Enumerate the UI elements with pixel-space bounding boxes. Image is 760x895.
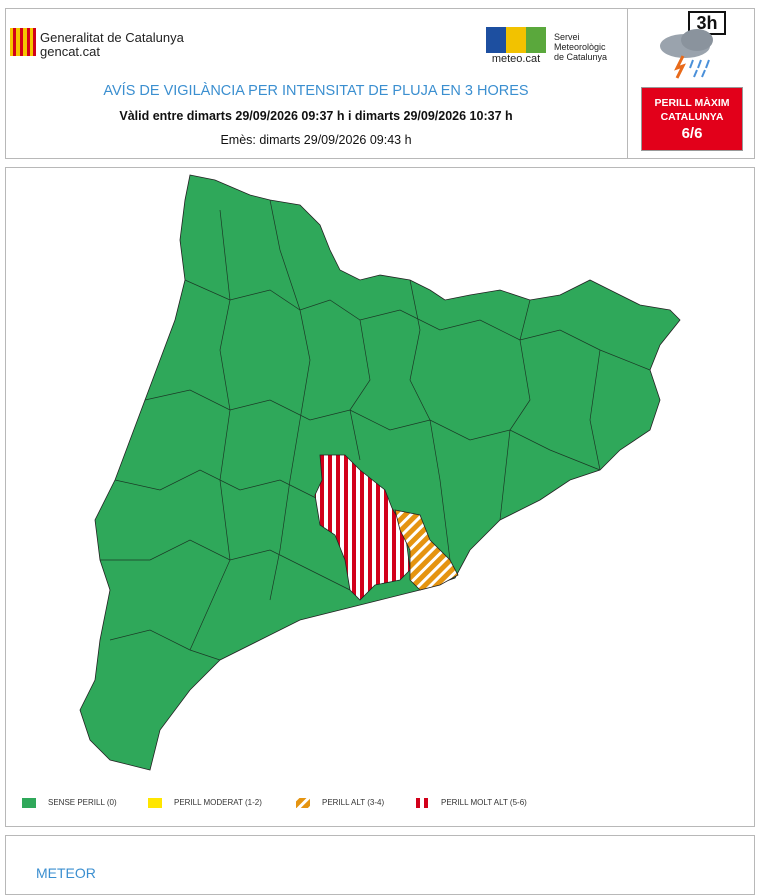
bulletin-title: AVÍS DE VIGILÀNCIA PER INTENSITAT DE PLU… (103, 83, 529, 99)
meteo-logo: meteo.cat (486, 27, 546, 65)
danger-line: CATALUNYA (660, 111, 724, 123)
legend-label: PERILL MODERAT (1-2) (174, 798, 262, 807)
legend-label: PERILL ALT (3-4) (322, 798, 384, 807)
county-borders (100, 199, 651, 661)
legend-swatch (296, 798, 310, 808)
service-line: Servei (554, 32, 580, 42)
danger-line: PERILL MÀXIM (654, 97, 730, 109)
rain-icon: 3h (660, 11, 726, 79)
org-site: gencat.cat (40, 44, 100, 59)
region-green (79, 174, 681, 771)
service-line: Meteorològic (554, 42, 606, 52)
gencat-logo (10, 28, 36, 56)
validity: Vàlid entre dimarts 29/09/2026 09:37 h i… (119, 109, 513, 123)
region-very-high (314, 454, 411, 601)
meteo-logo-text: meteo.cat (492, 53, 540, 65)
region-high (394, 509, 459, 591)
legend-label: PERILL MOLT ALT (5-6) (441, 798, 527, 807)
legend-label: SENSE PERILL (0) (48, 798, 117, 807)
legend-swatch (148, 798, 162, 808)
danger-level: 6/6 (681, 125, 703, 142)
map-box (5, 167, 755, 827)
legend: SENSE PERILL (0) PERILL MODERAT (1-2) PE… (22, 798, 527, 808)
service-line: de Catalunya (554, 52, 608, 62)
legend-swatch (22, 798, 36, 808)
issued: Emès: dimarts 29/09/2026 09:43 h (220, 133, 412, 147)
section-title: METEOR (36, 865, 96, 881)
map: SENSE PERILL (0) PERILL MODERAT (1-2) PE… (22, 174, 681, 808)
icon-label: 3h (696, 13, 717, 33)
legend-swatch (414, 798, 428, 808)
header-side-box (627, 8, 755, 159)
danger-box: PERILL MÀXIM CATALUNYA 6/6 (641, 87, 743, 151)
meteor-box (5, 835, 755, 895)
org-name: Generalitat de Catalunya (40, 30, 184, 45)
